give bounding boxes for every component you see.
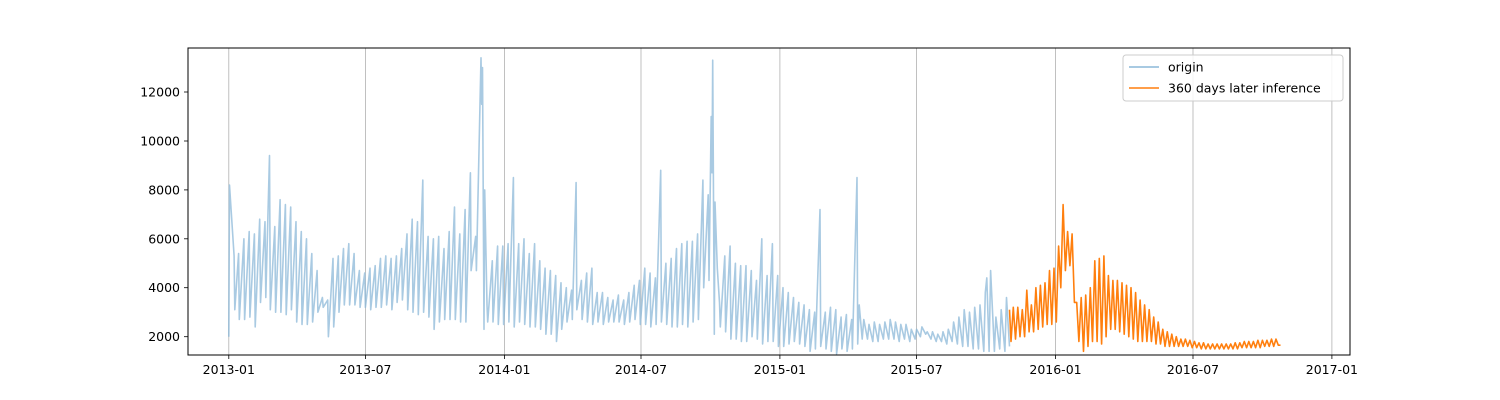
x-tick-label: 2016-07 xyxy=(1167,362,1219,377)
inference-series-line xyxy=(1008,203,1281,353)
legend-box xyxy=(1122,54,1344,102)
legend: origin 360 days later inference xyxy=(1122,54,1344,102)
x-tick-label: 2013-01 xyxy=(203,362,255,377)
y-tick-label: 8000 xyxy=(148,182,180,197)
x-tick-label: 2015-07 xyxy=(890,362,942,377)
origin-series-line xyxy=(228,56,1011,355)
y-tick-label: 10000 xyxy=(140,134,180,149)
y-tick-label: 2000 xyxy=(148,329,180,344)
x-tick-label: 2016-01 xyxy=(1029,362,1081,377)
y-tick-label: 6000 xyxy=(148,231,180,246)
x-tick-label: 2017-01 xyxy=(1306,362,1358,377)
y-tick-label: 12000 xyxy=(140,85,180,100)
plot-area-frame xyxy=(187,47,1351,356)
y-tick-label: 4000 xyxy=(148,280,180,295)
legend-label-inference: 360 days later inference xyxy=(1168,81,1321,96)
x-tick-label: 2014-07 xyxy=(615,362,667,377)
x-tick-label: 2015-01 xyxy=(754,362,806,377)
x-tick-label: 2013-07 xyxy=(339,362,391,377)
x-axis: 2013-01 2013-07 2014-01 2014-07 2015-01 2015-… xyxy=(203,355,1358,377)
x-tick-label: 2014-01 xyxy=(478,362,530,377)
legend-label-origin: origin xyxy=(1168,60,1204,75)
series-layer xyxy=(228,56,1281,355)
y-axis: 2000 4000 6000 8000 10000 12000 xyxy=(140,85,188,344)
